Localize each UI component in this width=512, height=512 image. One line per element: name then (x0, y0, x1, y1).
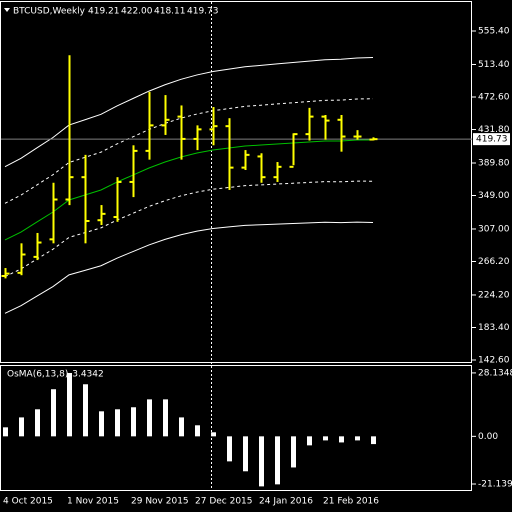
chart-title: BTCUSD,Weekly (13, 7, 86, 17)
histogram-bar (259, 436, 264, 487)
current-price-box (473, 133, 510, 146)
x-tick-label: 21 Feb 2016 (323, 497, 379, 507)
histogram-bar (179, 417, 184, 437)
band-line (4, 221, 374, 314)
y-tick-label: 0.00 (478, 432, 498, 442)
y-tick-label: 349.00 (478, 191, 510, 201)
histogram-bar (355, 436, 360, 441)
y-tick-label: 28.1348 (478, 368, 512, 378)
indicator-title: OsMA(6,13,8) (7, 370, 68, 380)
histogram-bar (99, 411, 104, 437)
histogram-bar (307, 436, 312, 446)
histogram-bar (227, 436, 232, 462)
histogram-bar (147, 399, 152, 437)
header-value: 419.21 (88, 7, 120, 17)
histogram-bar (19, 417, 24, 437)
histogram-bar (291, 436, 296, 468)
y-tick-label: 142.60 (478, 356, 510, 366)
y-tick-label: 555.40 (478, 27, 510, 37)
band-line (4, 57, 374, 168)
band-line (4, 180, 374, 278)
x-tick-label: 29 Nov 2015 (131, 497, 189, 507)
y-tick-label: -21.1391 (478, 480, 512, 490)
current-price-label: 419.73 (476, 135, 508, 145)
histogram-bar (3, 427, 8, 437)
header-value: 422.00 (121, 7, 153, 17)
histogram-bar (163, 399, 168, 437)
header-value: 419.73 (187, 7, 219, 17)
y-tick-label: 183.40 (478, 323, 510, 333)
y-tick-label: 224.20 (478, 290, 510, 300)
band-line (4, 98, 374, 204)
histogram-bar (83, 384, 88, 437)
x-tick-label: 4 Oct 2015 (3, 497, 53, 507)
histogram-bar (115, 409, 120, 437)
sub-panel-frame (0, 365, 472, 491)
histogram-bar (243, 436, 248, 472)
histogram-bar (275, 436, 280, 485)
histogram-bar (339, 436, 344, 443)
y-tick-label: 389.80 (478, 158, 510, 168)
y-tick-label: 266.20 (478, 257, 510, 267)
histogram-bar (131, 407, 136, 437)
histogram-bar (195, 425, 200, 437)
y-tick-label: 307.00 (478, 224, 510, 234)
y-tick-label: 431.80 (478, 125, 510, 135)
y-tick-label: 472.60 (478, 93, 510, 103)
histogram-bar (323, 436, 328, 441)
histogram-bar (211, 432, 216, 437)
menu-triangle (4, 8, 10, 12)
x-tick-label: 24 Jan 2016 (259, 497, 313, 507)
y-tick-label: 513.40 (478, 60, 510, 70)
band-line (4, 139, 373, 241)
main-panel-frame (0, 1, 472, 363)
histogram-bar (51, 389, 56, 437)
header-value: 418.11 (154, 7, 186, 17)
x-tick-label: 27 Dec 2015 (195, 497, 253, 507)
histogram-bar (371, 436, 376, 445)
histogram-bar (35, 409, 40, 437)
x-tick-label: 1 Nov 2015 (67, 497, 119, 507)
histogram-bar (67, 372, 72, 437)
indicator-value: -3.4342 (69, 370, 104, 380)
